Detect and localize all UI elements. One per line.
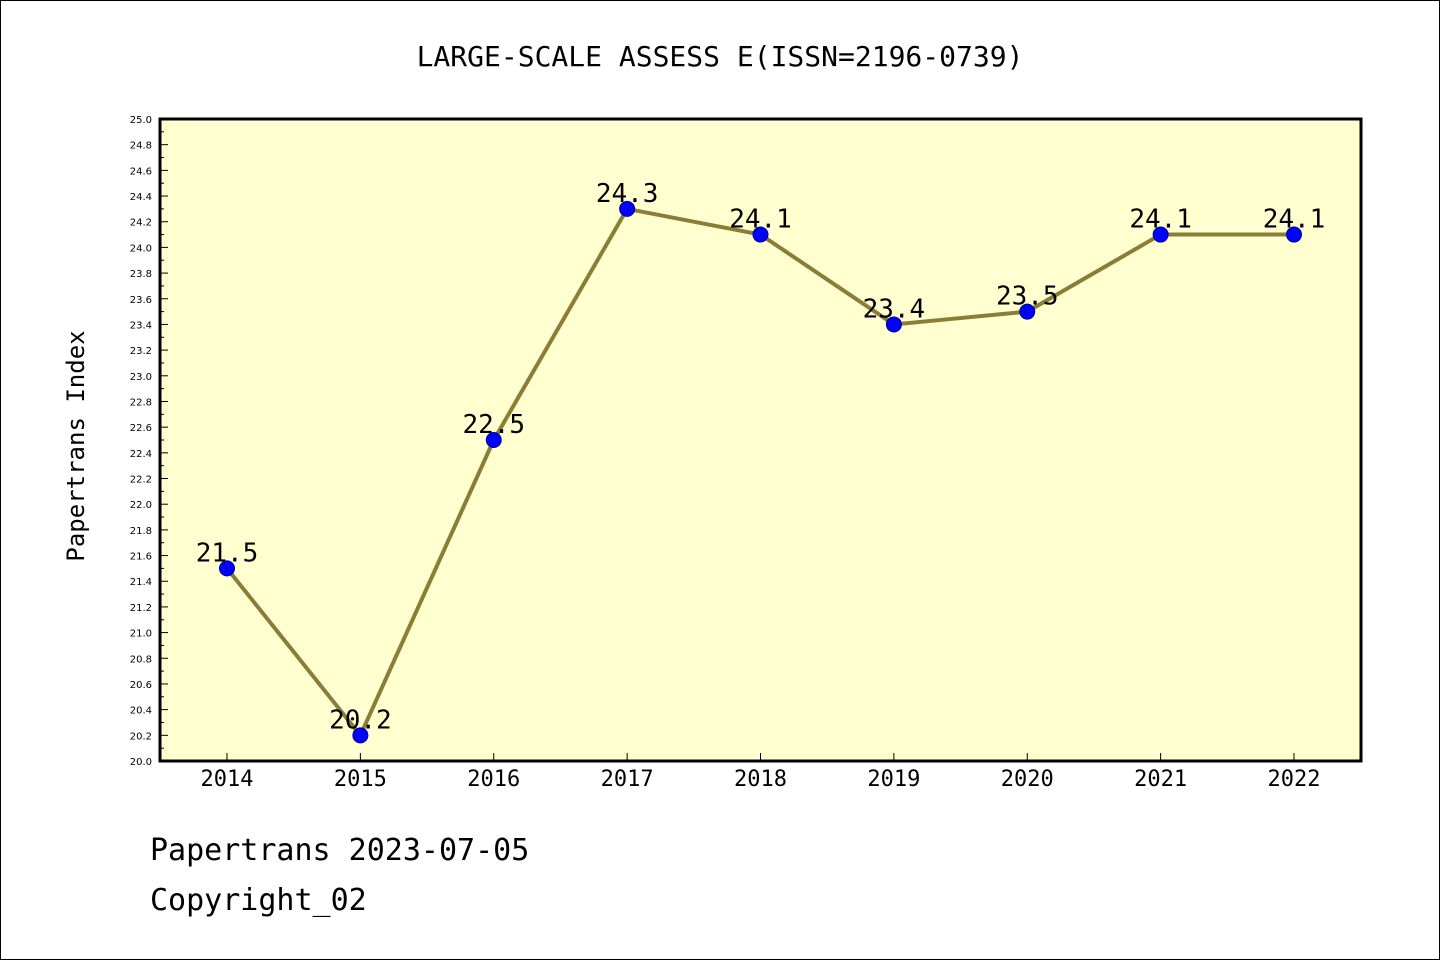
y-tick-label: 23.0 — [130, 372, 152, 383]
y-tick-label: 21.0 — [130, 629, 152, 640]
x-tick-label: 2022 — [1268, 767, 1321, 792]
plot-area — [158, 117, 1363, 763]
x-tick-label: 2021 — [1134, 767, 1187, 792]
y-tick-label: 22.4 — [130, 449, 152, 460]
y-tick-label: 25.0 — [130, 115, 152, 126]
y-axis-label: Papertrans Index — [62, 330, 90, 561]
y-tick-label: 20.4 — [130, 706, 152, 717]
y-tick-label: 22.6 — [130, 423, 152, 434]
y-tick-label: 21.8 — [130, 526, 152, 537]
y-tick-label: 20.8 — [130, 654, 152, 665]
data-label: 24.3 — [596, 179, 659, 209]
y-tick-label: 24.0 — [130, 243, 152, 254]
data-label: 20.2 — [329, 705, 392, 735]
data-point-marker — [1286, 226, 1302, 243]
data-label: 22.5 — [462, 410, 525, 440]
data-label: 24.1 — [1263, 205, 1326, 235]
x-tick-label: 2020 — [1001, 767, 1054, 792]
data-point-marker — [752, 226, 769, 243]
y-tick-label: 20.0 — [130, 757, 152, 768]
y-tick-label: 24.4 — [130, 192, 152, 203]
series-group: 21.5 20.2 22.5 24.3 24.1 23.4 23.5 24.1 24.1 — [196, 179, 1326, 744]
footer-date-text: Papertrans 2023-07-05 — [150, 833, 530, 868]
y-tick-label: 23.6 — [130, 295, 152, 306]
x-tick-label: 2014 — [201, 767, 254, 792]
y-tick-label: 24.6 — [130, 166, 152, 177]
y-axis-ticks: 20.0 20.2 20.4 20.6 20.8 21.0 21.2 21.4 21.6 21.8… — [130, 115, 168, 768]
data-label: 24.1 — [1129, 205, 1192, 235]
data-point-marker — [619, 200, 636, 217]
x-tick-label: 2016 — [467, 767, 520, 792]
data-point-marker — [1152, 226, 1169, 243]
y-tick-label: 24.8 — [130, 141, 152, 152]
y-tick-label: 23.8 — [130, 269, 152, 280]
data-point-marker — [885, 316, 902, 333]
y-tick-label: 21.6 — [130, 552, 152, 563]
x-tick-label: 2015 — [334, 767, 387, 792]
y-tick-label: 22.2 — [130, 475, 152, 486]
chart-title: LARGE-SCALE ASSESS E(ISSN=2196-0739) — [417, 40, 1024, 73]
data-label: 24.1 — [729, 205, 792, 235]
data-point-marker — [219, 560, 235, 577]
data-point-marker — [485, 432, 502, 448]
footer-copyright-text: Copyright_02 — [150, 883, 367, 918]
x-tick-label: 2018 — [734, 767, 787, 792]
data-label: 21.5 — [196, 538, 259, 568]
y-tick-label: 23.2 — [130, 346, 152, 357]
y-tick-label: 20.6 — [130, 680, 152, 691]
y-tick-label: 21.2 — [130, 603, 152, 614]
y-tick-label: 23.4 — [130, 320, 152, 331]
x-axis-ticks: 2014 2015 2016 2017 2018 2019 2020 2021 2022 — [201, 753, 1321, 792]
data-label: 23.5 — [996, 282, 1059, 312]
data-point-marker — [352, 727, 369, 744]
y-tick-label: 22.8 — [130, 397, 152, 408]
x-tick-label: 2019 — [867, 767, 920, 792]
x-tick-label: 2017 — [601, 767, 654, 792]
data-point-marker — [1019, 303, 1036, 320]
y-tick-label: 22.0 — [130, 500, 152, 511]
data-label: 23.4 — [863, 294, 926, 324]
y-tick-label: 24.2 — [130, 218, 152, 229]
y-tick-label: 21.4 — [130, 577, 152, 588]
y-tick-label: 20.2 — [130, 731, 152, 742]
